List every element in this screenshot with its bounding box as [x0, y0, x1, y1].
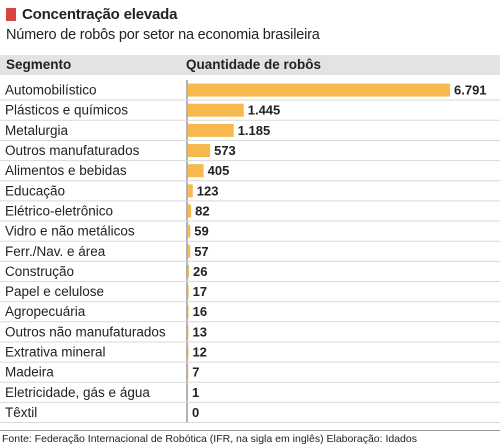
bar: [188, 325, 189, 339]
source-note: Fonte: Federação Internacional de Robóti…: [0, 430, 500, 445]
value-label: 17: [193, 284, 207, 299]
value-label: 16: [193, 304, 207, 319]
category-label: Metalurgia: [5, 123, 69, 138]
bar-chart-svg: Automobilístico 6.791 Plásticos e químicos…: [0, 80, 500, 424]
value-label: 12: [192, 345, 206, 360]
bar: [188, 83, 450, 97]
title-row: Concentração elevada: [6, 5, 496, 23]
category-label: Educação: [5, 183, 65, 198]
chart-subtitle: Número de robôs por setor na economia br…: [6, 27, 320, 43]
value-label: 1.185: [238, 123, 271, 138]
category-label: Automobilístico: [5, 83, 97, 98]
value-label: 573: [214, 143, 236, 158]
category-label: Construção: [5, 264, 74, 279]
bar: [188, 305, 189, 319]
bar: [188, 184, 193, 198]
bar: [188, 204, 192, 218]
category-label: Outros manufaturados: [5, 143, 140, 158]
category-label: Vidro e não metálicos: [5, 224, 135, 239]
category-label: Ferr./Nav. e área: [5, 244, 106, 259]
value-label: 123: [197, 183, 219, 198]
column-header-quantity: Quantidade de robôs: [186, 57, 322, 72]
value-label: 1.445: [248, 103, 281, 118]
bar: [188, 164, 204, 178]
value-label: 6.791: [454, 83, 487, 98]
category-label: Elétrico-eletrônico: [5, 203, 113, 218]
bar: [188, 244, 191, 258]
bar: [188, 224, 191, 238]
category-label: Extrativa mineral: [5, 345, 106, 360]
category-label: Têxtil: [5, 405, 37, 420]
column-header-segment: Segmento: [6, 57, 72, 72]
value-label: 59: [194, 224, 208, 239]
value-label: 1: [192, 385, 199, 400]
category-label: Madeira: [5, 365, 54, 380]
bar: [188, 103, 244, 117]
bar-chart: Automobilístico 6.791 Plásticos e químicos…: [0, 80, 500, 428]
value-label: 57: [194, 244, 208, 259]
bar: [188, 144, 211, 158]
column-header-bar: Segmento Quantidade de robôs: [0, 55, 500, 75]
bar: [188, 264, 190, 278]
value-label: 26: [193, 264, 207, 279]
bar: [188, 285, 189, 299]
value-label: 0: [192, 405, 199, 420]
value-label: 7: [192, 365, 199, 380]
bar: [188, 123, 234, 137]
category-label: Plásticos e químicos: [5, 103, 128, 118]
category-label: Outros não manufaturados: [5, 324, 166, 339]
value-label: 405: [208, 163, 230, 178]
category-label: Eletricidade, gás e água: [5, 385, 150, 400]
chart-header: Concentração elevada Número de robôs por…: [6, 5, 496, 43]
value-label: 82: [195, 203, 209, 218]
category-label: Agropecuária: [5, 304, 86, 319]
category-label: Alimentos e bebidas: [5, 163, 127, 178]
title-accent-mark: [6, 7, 16, 21]
value-label: 13: [193, 324, 207, 339]
category-label: Papel e celulose: [5, 284, 104, 299]
chart-title: Concentração elevada: [22, 5, 178, 23]
